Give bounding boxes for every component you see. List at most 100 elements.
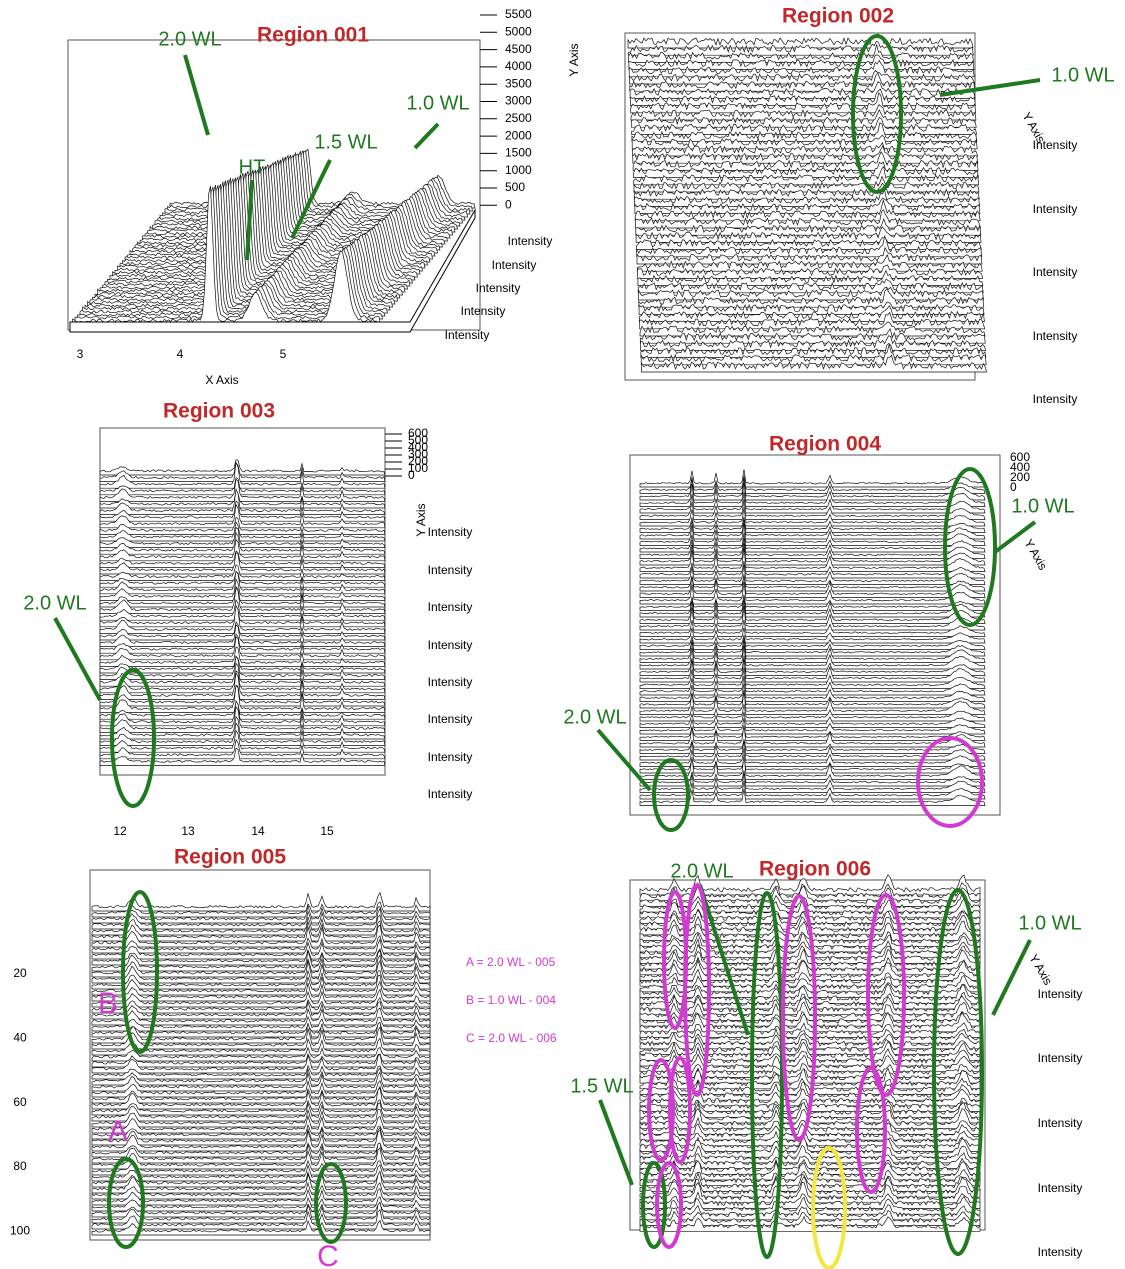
trace [99, 552, 386, 575]
trace [91, 905, 431, 924]
trace [639, 311, 986, 330]
annotation: 1.0 WL [1011, 495, 1074, 517]
trace [630, 109, 977, 128]
x-tick-label: 12 [113, 824, 127, 838]
depth-label: Intensity [476, 281, 521, 295]
trace [639, 507, 986, 527]
trace [638, 286, 984, 301]
trace [91, 1126, 431, 1146]
depth-label: Intensity [461, 304, 506, 318]
trace [633, 182, 980, 200]
x-tick-label: 15 [320, 824, 334, 838]
y-tick-label: 0 [1010, 480, 1017, 494]
trace [99, 607, 386, 628]
y-tick-label: 400 [1010, 460, 1030, 474]
trace [639, 1144, 981, 1164]
trace [91, 959, 431, 984]
trace [72, 185, 378, 326]
y-tick-label: 0 [505, 197, 512, 211]
trace [637, 278, 984, 294]
trace [639, 1108, 981, 1130]
annotation: 2.0 WL [670, 860, 733, 882]
ellipse [750, 891, 784, 1259]
trace [99, 729, 386, 753]
trace [91, 1046, 431, 1062]
trace [639, 739, 986, 754]
arrow [993, 520, 1037, 554]
depth-label: Intensity [428, 750, 473, 764]
depth-label: Intensity [1038, 1181, 1083, 1195]
y-tick-label: 40 [13, 1030, 27, 1044]
trace [99, 503, 386, 529]
depth-label: Intensity [1033, 202, 1078, 216]
trace [633, 165, 980, 186]
trace [91, 988, 431, 1008]
panel-title: Region 003 [163, 400, 275, 423]
trace [99, 684, 386, 713]
y-axis-label: Y Axis [1021, 537, 1050, 573]
depth-label: Intensity [428, 600, 473, 614]
trace [629, 72, 976, 92]
traces [67, 32, 1001, 1241]
trace [639, 908, 981, 924]
trace [99, 462, 386, 482]
y-tick-label: 20 [13, 966, 27, 980]
depth-label: Intensity [1038, 1116, 1083, 1130]
trace [639, 519, 986, 540]
depth-label: Intensity [1033, 392, 1078, 406]
y-tick-label: 4500 [505, 42, 532, 56]
annotation: 1.5 WL [570, 1075, 633, 1097]
trace [91, 1219, 431, 1236]
trace [639, 920, 981, 941]
trace [91, 1129, 431, 1152]
trace [636, 246, 983, 265]
panel-title: Region 005 [174, 846, 286, 869]
trace [91, 974, 431, 996]
trace [639, 703, 986, 722]
annotation: 1.0 WL [1018, 912, 1081, 934]
trace [639, 726, 986, 741]
trace [639, 741, 986, 761]
trace [639, 538, 986, 559]
trace [99, 738, 386, 760]
trace [91, 997, 431, 1014]
trace [634, 188, 980, 207]
annotation: 1.0 WL [406, 92, 469, 114]
trace [99, 490, 386, 509]
trace [628, 59, 975, 78]
y-tick-label: 500 [505, 180, 525, 194]
trace [637, 264, 984, 279]
legend-entry: B = 1.0 WL - 004 [466, 993, 556, 1007]
trace [639, 305, 985, 322]
legend-entry: A = 2.0 WL - 005 [466, 955, 556, 969]
trace [639, 599, 986, 624]
y-tick-label: 3500 [505, 76, 532, 90]
y-tick-label: 60 [13, 1095, 27, 1109]
trace [91, 901, 431, 918]
annotation: C [317, 1240, 339, 1269]
ellipse [916, 736, 984, 828]
trace [639, 772, 986, 793]
trace [635, 209, 981, 229]
depth-label: Intensity [428, 638, 473, 652]
trace [639, 492, 986, 514]
trace [99, 662, 386, 687]
trace [635, 226, 982, 243]
ellipse [855, 1066, 887, 1194]
y-tick-label: 5000 [505, 24, 532, 38]
trace [99, 564, 386, 581]
trace [99, 598, 386, 621]
trace [99, 702, 386, 720]
trace [639, 1136, 981, 1158]
panel-title: Region 002 [782, 5, 894, 28]
y-tick-label: 200 [1010, 470, 1030, 484]
trace [633, 175, 980, 193]
trace [639, 690, 986, 715]
trace [640, 342, 987, 358]
trace [639, 1101, 981, 1124]
ellipse [866, 893, 906, 1097]
trace [91, 1123, 431, 1140]
trace [99, 715, 386, 740]
trace [639, 658, 986, 683]
depth-label: Intensity [1038, 987, 1083, 1001]
